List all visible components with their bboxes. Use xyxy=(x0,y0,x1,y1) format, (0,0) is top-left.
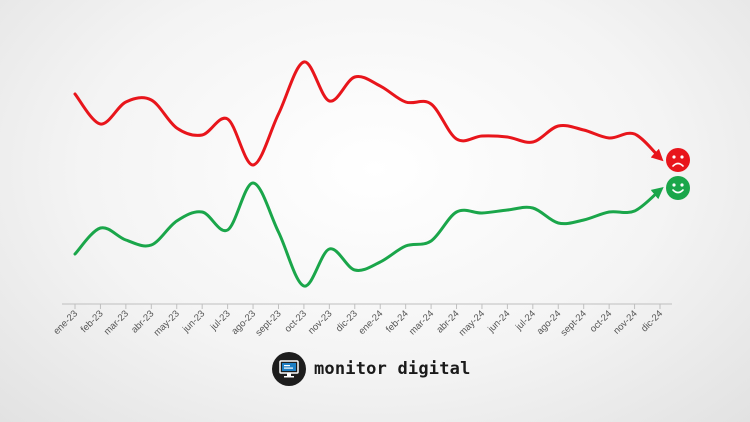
x-tick-label: may-23 xyxy=(152,308,182,338)
x-tick-label: may-24 xyxy=(457,308,487,338)
series-line xyxy=(73,181,664,288)
happy-face-icon xyxy=(666,176,690,200)
x-tick-label: jun-23 xyxy=(180,308,207,335)
x-tick-label: feb-23 xyxy=(79,308,106,335)
x-tick-label: ene-23 xyxy=(51,308,80,337)
x-tick-label: dic-23 xyxy=(334,308,360,334)
x-tick-label: nov-24 xyxy=(611,308,639,336)
x-tick-label: mar-24 xyxy=(407,308,436,337)
x-tick-label: ene-24 xyxy=(357,308,386,337)
x-tick-label: ago-23 xyxy=(229,308,258,337)
x-tick-label: nov-23 xyxy=(306,308,334,336)
x-tick-label: oct-24 xyxy=(588,308,614,334)
brand: monitor digital xyxy=(272,352,471,386)
x-tick-label: sept-24 xyxy=(559,308,589,338)
x-tick-label: oct-23 xyxy=(283,308,309,334)
x-tick-label: dic-24 xyxy=(639,308,665,334)
x-tick-label: feb-24 xyxy=(384,308,411,335)
sad-face-icon xyxy=(666,148,690,172)
brand-name: monitor digital xyxy=(314,359,471,379)
x-tick-label: jun-24 xyxy=(485,308,512,335)
x-tick-label: ago-24 xyxy=(535,308,564,337)
x-tick-label: mar-23 xyxy=(102,308,131,337)
x-tick-label: sept-23 xyxy=(253,308,283,338)
monitor-logo-icon xyxy=(272,352,306,386)
series-line xyxy=(73,60,664,167)
